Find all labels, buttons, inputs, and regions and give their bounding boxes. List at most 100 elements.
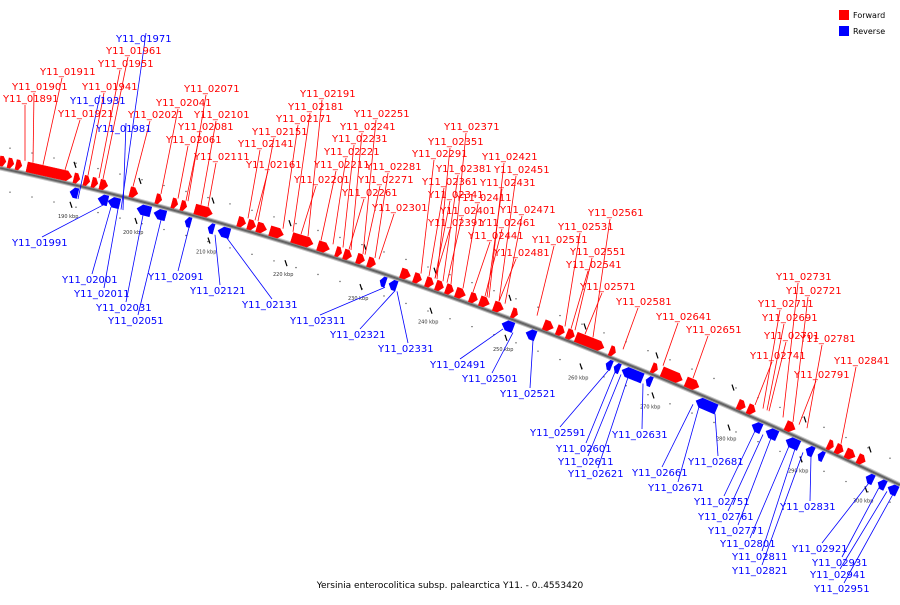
- forward-gene-label: Y11_02191: [299, 89, 356, 100]
- forward-gene-label: Y11_02021: [127, 110, 184, 121]
- tick-label: 210 kbp: [196, 250, 216, 256]
- forward-gene-label: Y11_02451: [493, 165, 550, 176]
- tick-label: 220 kbp: [273, 272, 293, 278]
- forward-gene-label: Y11_02141: [237, 139, 294, 150]
- legend-forward-label: Forward: [853, 11, 885, 20]
- reverse-gene-label: Y11_02031: [95, 303, 152, 314]
- reverse-gene-label: Y11_01931: [69, 96, 126, 107]
- forward-gene-label: Y11_02691: [761, 313, 818, 324]
- forward-gene-label: Y11_02721: [785, 286, 842, 297]
- forward-gene-label: Y11_01941: [81, 82, 138, 93]
- forward-gene-label: Y11_02511: [531, 235, 588, 246]
- forward-gene-label: Y11_02271: [357, 175, 414, 186]
- reverse-gene-label: Y11_02951: [813, 584, 870, 595]
- reverse-gene-label: Y11_02121: [189, 286, 246, 297]
- reverse-gene-label: Y11_02631: [611, 430, 668, 441]
- map-caption: Yersinia enterocolitica subsp. palearcti…: [316, 581, 584, 591]
- reverse-gene-label: Y11_02091: [147, 272, 204, 283]
- forward-gene-label: Y11_02231: [331, 134, 388, 145]
- reverse-gene-label: Y11_02011: [73, 289, 130, 300]
- forward-gene-label: Y11_02361: [421, 177, 478, 188]
- forward-gene-label: Y11_02371: [443, 122, 500, 133]
- reverse-gene-label: Y11_02311: [289, 316, 346, 327]
- forward-gene-label: Y11_02211: [313, 160, 370, 171]
- forward-gene-label: Y11_01891: [2, 94, 59, 105]
- reverse-gene-label: Y11_02801: [719, 539, 776, 550]
- forward-gene-label: Y11_02401: [439, 206, 496, 217]
- forward-gene-label: Y11_02081: [177, 122, 234, 133]
- reverse-gene-label: Y11_02131: [241, 300, 298, 311]
- tick-label: 200 kbp: [123, 230, 143, 236]
- forward-gene-label: Y11_02431: [479, 178, 536, 189]
- forward-gene-label: Y11_02181: [287, 102, 344, 113]
- reverse-gene-label: Y11_02661: [631, 468, 688, 479]
- forward-gene-label: Y11_02701: [763, 331, 820, 342]
- tick-label: 280 kbp: [716, 437, 736, 443]
- forward-gene-label: Y11_02541: [565, 260, 622, 271]
- forward-gene-label: Y11_02341: [427, 190, 484, 201]
- reverse-gene-label: Y11_02831: [779, 502, 836, 513]
- forward-gene-label: Y11_02651: [685, 325, 742, 336]
- forward-gene-label: Y11_02791: [793, 370, 850, 381]
- forward-gene-label: Y11_02291: [411, 149, 468, 160]
- forward-gene-label: Y11_02741: [749, 351, 806, 362]
- reverse-gene-label: Y11_02761: [697, 512, 754, 523]
- forward-gene-label: Y11_02561: [587, 208, 644, 219]
- tick-label: 250 kbp: [493, 347, 513, 353]
- forward-gene-label: Y11_02551: [569, 247, 626, 258]
- forward-gene-label: Y11_02711: [757, 299, 814, 310]
- forward-gene-label: Y11_02841: [833, 356, 890, 367]
- forward-gene-label: Y11_02641: [655, 312, 712, 323]
- forward-gene-label: Y11_02251: [353, 109, 410, 120]
- forward-gene-label: Y11_02471: [499, 205, 556, 216]
- legend-forward-swatch: [839, 10, 849, 20]
- reverse-gene-label: Y11_02921: [791, 544, 848, 555]
- tick-label: 270 kbp: [640, 404, 660, 410]
- reverse-gene-label: Y11_02051: [107, 316, 164, 327]
- reverse-gene-label: Y11_02941: [809, 570, 866, 581]
- reverse-gene-label: Y11_02811: [731, 552, 788, 563]
- reverse-gene-label: Y11_02681: [687, 457, 744, 468]
- reverse-gene-label: Y11_02491: [429, 360, 486, 371]
- legend-reverse-swatch: [839, 26, 849, 36]
- tick-label: 300 kbp: [853, 498, 873, 504]
- leader-lines: [24, 32, 894, 584]
- reverse-gene-label: Y11_02771: [707, 526, 764, 537]
- forward-gene-label: Y11_02111: [193, 152, 250, 163]
- forward-gene-label: Y11_02301: [371, 203, 428, 214]
- gene-arrows: [0, 155, 900, 497]
- reverse-gene-label: Y11_02331: [377, 344, 434, 355]
- reverse-gene-label: Y11_01971: [115, 34, 172, 45]
- forward-gene-label: Y11_02261: [341, 188, 398, 199]
- forward-gene-label: Y11_02101: [193, 110, 250, 121]
- reverse-gene-label: Y11_02751: [693, 497, 750, 508]
- tick-label: 260 kbp: [568, 375, 588, 381]
- forward-gene-label: Y11_02151: [251, 127, 308, 138]
- forward-gene-label: Y11_02731: [775, 272, 832, 283]
- forward-gene-label: Y11_02781: [799, 334, 856, 345]
- forward-gene-label: Y11_01961: [105, 46, 162, 57]
- forward-gene-label: Y11_02351: [427, 137, 484, 148]
- forward-gene-label: Y11_01911: [39, 67, 96, 78]
- forward-gene-label: Y11_02201: [293, 175, 350, 186]
- forward-gene-label: Y11_02411: [455, 193, 512, 204]
- forward-gene-label: Y11_02531: [557, 222, 614, 233]
- reverse-gene-label: Y11_01991: [11, 238, 68, 249]
- reverse-gene-label: Y11_02611: [557, 457, 614, 468]
- reverse-gene-label: Y11_02591: [529, 428, 586, 439]
- reverse-gene-label: Y11_02621: [567, 469, 624, 480]
- forward-gene-label: Y11_02481: [493, 248, 550, 259]
- forward-gene-label: Y11_01951: [97, 59, 154, 70]
- reverse-gene-label: Y11_02821: [731, 566, 788, 577]
- forward-gene-label: Y11_02161: [245, 160, 302, 171]
- legend-reverse-label: Reverse: [853, 27, 885, 36]
- forward-gene-label: Y11_02041: [155, 98, 212, 109]
- forward-gene-label: Y11_01921: [57, 109, 114, 120]
- backbone: [0, 165, 900, 488]
- forward-gene-label: Y11_02381: [435, 164, 492, 175]
- forward-gene-label: Y11_02421: [481, 152, 538, 163]
- forward-gene-label: Y11_02581: [615, 297, 672, 308]
